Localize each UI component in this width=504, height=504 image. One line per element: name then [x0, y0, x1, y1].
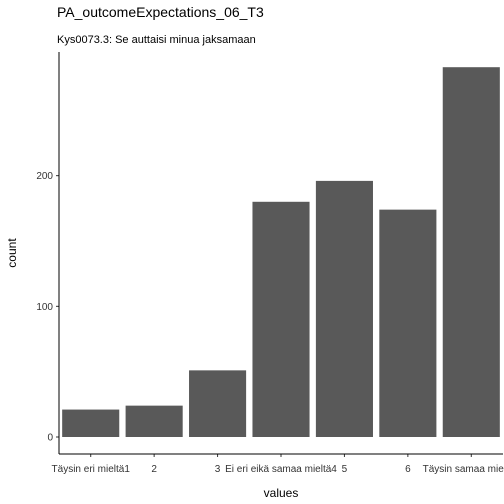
- y-axis-ticks: 0 100 200: [36, 171, 59, 444]
- x-tick-label: 2: [151, 464, 157, 475]
- x-tick-label: 3: [215, 464, 221, 475]
- x-axis-ticks: Täysin eri mieltä1 2 3 Ei eri eikä samaa mi…: [52, 454, 504, 475]
- bar-1: [62, 409, 120, 437]
- bar-6: [379, 209, 437, 437]
- x-tick-label: Ei eri eikä samaa mieltä4: [225, 464, 337, 475]
- bar-4: [252, 201, 310, 437]
- y-tick-label: 0: [47, 433, 53, 444]
- bar-3: [189, 370, 247, 437]
- bar-5: [315, 180, 373, 437]
- chart-title: PA_outcomeExpectations_06_T3: [57, 4, 264, 20]
- y-axis-title: count: [5, 238, 19, 268]
- y-tick-label: 100: [36, 302, 53, 313]
- bar-2: [125, 405, 183, 437]
- x-tick-label: 6: [405, 464, 411, 475]
- x-axis-title: values: [264, 486, 299, 500]
- chart-subtitle: Kys0073.3: Se auttaisi minua jaksamaan: [57, 34, 256, 46]
- x-tick-label: Täysin samaa mieltä7: [423, 464, 504, 475]
- bars-group: [62, 67, 500, 437]
- x-tick-label: Täysin eri mieltä1: [52, 464, 131, 475]
- x-tick-label: 5: [342, 464, 348, 475]
- y-tick-label: 200: [36, 171, 53, 182]
- bar-7: [442, 67, 500, 437]
